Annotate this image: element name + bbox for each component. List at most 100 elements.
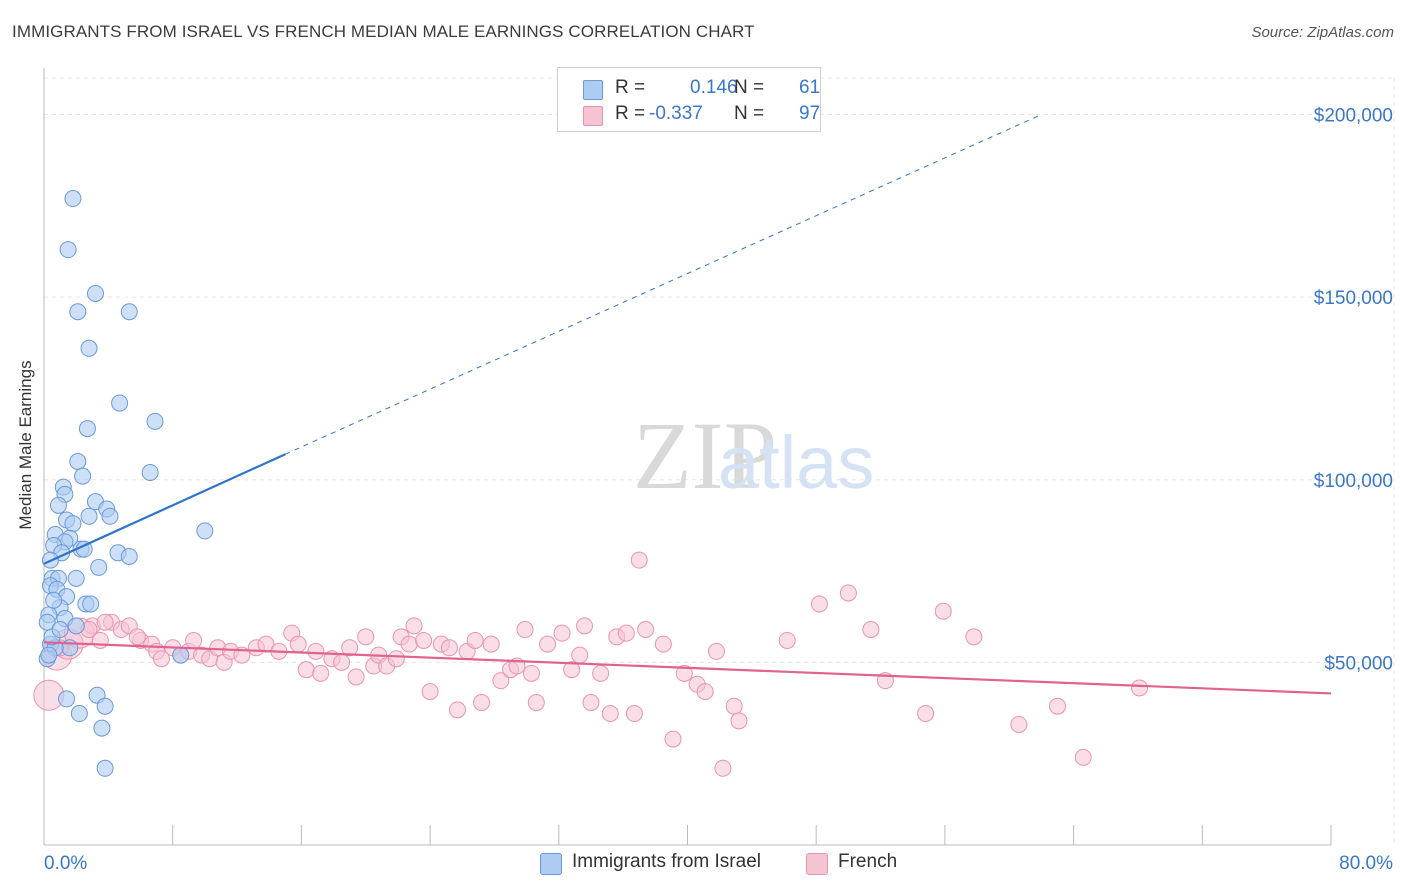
- bottom-legend-label-french: French: [838, 851, 898, 872]
- french-point: [492, 672, 510, 690]
- x-tick-label-min: 0.0%: [44, 853, 87, 874]
- bottom-legend-swatch-israel: [540, 853, 562, 875]
- israel-point: [111, 394, 129, 412]
- israel-point: [80, 507, 98, 525]
- israel-point: [86, 284, 104, 302]
- trend-lines: [43, 114, 1332, 695]
- french-point: [185, 631, 203, 649]
- french-point: [400, 635, 418, 653]
- y-tick-label: $200,000: [1314, 106, 1393, 127]
- y-axis-label: Median Male Earnings: [16, 360, 35, 530]
- french-point: [415, 631, 433, 649]
- french-point: [347, 668, 365, 686]
- chart-title: IMMIGRANTS FROM ISRAEL VS FRENCH MEDIAN …: [12, 22, 755, 41]
- french-point: [637, 621, 655, 639]
- israel-point: [93, 719, 111, 737]
- french-point: [466, 631, 484, 649]
- x-tick-label-max: 80.0%: [1339, 853, 1393, 874]
- source-note: Source: ZipAtlas.com: [1251, 24, 1394, 41]
- legend-row-french: R = -0.337 N = 97: [583, 103, 820, 126]
- french-point: [965, 628, 983, 646]
- y-tick-labels: $50,000 $100,000 $150,000 $200,000: [1314, 106, 1393, 675]
- french-point: [539, 635, 557, 653]
- french-point: [862, 621, 880, 639]
- israel-point: [120, 303, 138, 321]
- french-point: [522, 664, 540, 682]
- french-point: [527, 694, 545, 712]
- french-point: [810, 595, 828, 613]
- legend-r-value-french: -0.337: [649, 103, 703, 124]
- legend: R = 0.146 N = 61 R = -0.337 N = 97: [557, 67, 821, 132]
- israel-point: [90, 558, 108, 576]
- french-point: [576, 617, 594, 635]
- french-point: [696, 683, 714, 701]
- french-point: [482, 635, 500, 653]
- french-point: [934, 602, 952, 620]
- legend-n-value-israel: 61: [799, 77, 821, 98]
- israel-point: [141, 463, 159, 481]
- french-point: [839, 584, 857, 602]
- legend-n-value-french: 97: [799, 103, 821, 124]
- french-point: [440, 639, 458, 657]
- legend-swatch-israel: [583, 80, 603, 100]
- french-point: [128, 628, 146, 646]
- french-point: [571, 646, 589, 664]
- french-point: [625, 705, 643, 723]
- israel-point: [67, 569, 85, 587]
- bottom-legend-label-israel: Immigrants from Israel: [572, 851, 761, 872]
- israel-point: [67, 617, 85, 635]
- french-point: [312, 664, 330, 682]
- israel-point: [40, 646, 58, 664]
- french-point: [664, 730, 682, 748]
- french-point: [297, 661, 315, 679]
- french-point: [617, 624, 635, 642]
- israel-point: [96, 697, 114, 715]
- legend-r-label: R =: [615, 77, 646, 98]
- israel-points: [38, 190, 214, 777]
- french-point: [778, 631, 796, 649]
- french-point: [289, 635, 307, 653]
- israel-point: [196, 522, 214, 540]
- israel-point: [101, 507, 119, 525]
- french-point: [152, 650, 170, 668]
- french-trend-line: [43, 641, 1332, 695]
- bottom-legend-swatch-french: [806, 853, 828, 875]
- french-point: [96, 613, 114, 631]
- french-point: [1010, 715, 1028, 733]
- french-point: [730, 712, 748, 730]
- legend-r-label: R =: [615, 103, 646, 124]
- legend-row-israel: R = 0.146 N = 61: [583, 77, 820, 100]
- axes: [43, 68, 1332, 846]
- french-point: [473, 694, 491, 712]
- french-point: [714, 759, 732, 777]
- israel-point: [70, 705, 88, 723]
- legend-n-label: N =: [734, 103, 765, 124]
- israel-point: [172, 646, 190, 664]
- israel-point: [51, 621, 69, 639]
- israel-point: [146, 412, 164, 430]
- french-point: [582, 694, 600, 712]
- french-point: [592, 664, 610, 682]
- israel-point: [49, 496, 67, 514]
- french-point: [654, 635, 672, 653]
- french-point: [630, 551, 648, 569]
- israel-trend-extension: [285, 114, 1042, 455]
- french-point: [357, 628, 375, 646]
- french-point: [516, 621, 534, 639]
- french-point: [707, 642, 725, 660]
- israel-point: [74, 467, 92, 485]
- israel-point: [120, 547, 138, 565]
- legend-n-label: N =: [734, 77, 765, 98]
- french-point: [675, 664, 693, 682]
- french-point: [553, 624, 571, 642]
- french-point: [725, 697, 743, 715]
- french-point: [341, 639, 359, 657]
- watermark: ZIP atlas: [633, 402, 874, 509]
- israel-point: [96, 759, 114, 777]
- french-point: [563, 661, 581, 679]
- y-tick-label: $150,000: [1314, 288, 1393, 309]
- french-point: [1049, 697, 1067, 715]
- watermark-atlas: atlas: [718, 421, 874, 504]
- x-tick-labels: 0.0% 80.0%: [44, 853, 1393, 874]
- legend-r-value-israel: 0.146: [690, 77, 738, 98]
